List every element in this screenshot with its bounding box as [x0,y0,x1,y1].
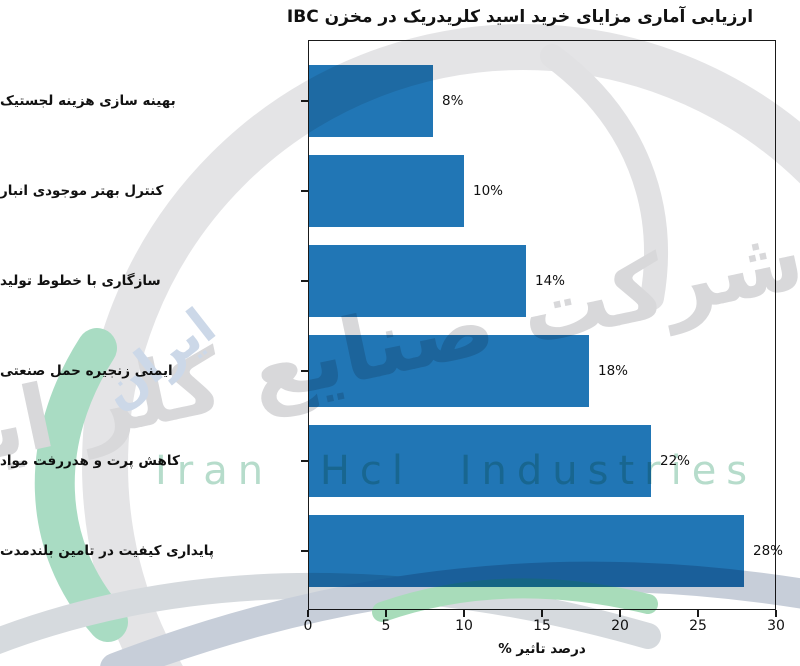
x-tick-label: 10 [455,618,473,634]
bar [309,155,464,227]
x-tick-label: 20 [611,618,629,634]
category-label: پایداری کیفیت در تامین بلندمدت [0,543,214,559]
bar [309,425,651,497]
x-tick-label: 5 [381,618,391,634]
bar-value-label: 28% [753,543,784,559]
bar [309,65,433,137]
category-label: سازگاری با خطوط تولید [0,273,161,289]
bar-value-label: 18% [598,363,629,379]
y-tick-mark [301,190,308,192]
x-tick-label: 0 [303,618,313,634]
category-label: ایمنی زنجیره حمل صنعتی [0,363,173,379]
bar-value-label: 8% [442,93,464,109]
chart-title: ارزیابی آماری مزایای خرید اسید کلریدریک … [286,7,754,27]
x-tick-label: 15 [533,618,551,634]
y-tick-mark [301,550,308,552]
x-tick-label: 30 [767,618,785,634]
bar-value-label: 22% [660,453,691,469]
bar [309,515,744,587]
y-tick-mark [301,280,308,282]
x-tick-mark [619,610,621,617]
bar-value-label: 10% [473,183,504,199]
x-tick-mark [385,610,387,617]
x-tick-mark [307,610,309,617]
category-label: کنترل بهتر موجودی انبار [0,183,164,199]
y-tick-mark [301,460,308,462]
x-tick-mark [775,610,777,617]
bar [309,245,526,317]
x-tick-mark [541,610,543,617]
y-tick-mark [301,370,308,372]
category-label: بهینه سازی هزینه لجستیک [0,93,176,109]
x-tick-mark [463,610,465,617]
y-tick-mark [301,100,308,102]
bar [309,335,589,407]
bar-value-label: 14% [535,273,566,289]
x-tick-label: 25 [689,618,707,634]
x-axis-title: درصد تاثیر % [498,641,586,657]
category-label: کاهش پرت و هدررفت مواد [0,453,180,469]
x-tick-mark [697,610,699,617]
